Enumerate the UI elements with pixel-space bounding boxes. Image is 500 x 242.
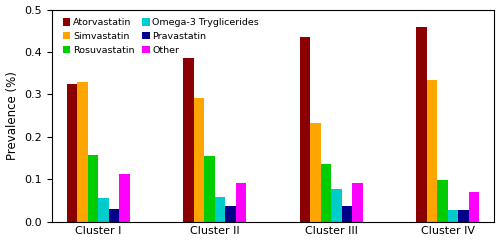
Bar bbox=[214, 197, 225, 222]
Y-axis label: Prevalence (%): Prevalence (%) bbox=[6, 71, 18, 160]
Bar bbox=[342, 206, 352, 222]
Bar bbox=[194, 98, 204, 222]
Bar bbox=[98, 198, 108, 222]
Bar bbox=[458, 210, 469, 222]
Bar bbox=[416, 27, 427, 222]
Bar bbox=[184, 58, 194, 222]
Bar bbox=[352, 183, 363, 222]
Bar bbox=[77, 82, 88, 222]
Bar bbox=[427, 80, 438, 222]
Bar bbox=[310, 123, 321, 222]
Legend: Atorvastatin, Simvastatin, Rosuvastatin, Omega-3 Tryglicerides, Pravastatin, Oth: Atorvastatin, Simvastatin, Rosuvastatin,… bbox=[60, 16, 261, 57]
Bar bbox=[321, 164, 332, 222]
Bar bbox=[204, 156, 214, 222]
Bar bbox=[88, 155, 98, 222]
Bar bbox=[332, 189, 342, 222]
Bar bbox=[66, 84, 77, 222]
Bar bbox=[300, 37, 310, 222]
Bar bbox=[236, 183, 246, 222]
Bar bbox=[448, 210, 458, 222]
Bar bbox=[469, 192, 480, 222]
Bar bbox=[225, 206, 235, 222]
Bar bbox=[438, 181, 448, 222]
Bar bbox=[119, 174, 130, 222]
Bar bbox=[108, 209, 119, 222]
